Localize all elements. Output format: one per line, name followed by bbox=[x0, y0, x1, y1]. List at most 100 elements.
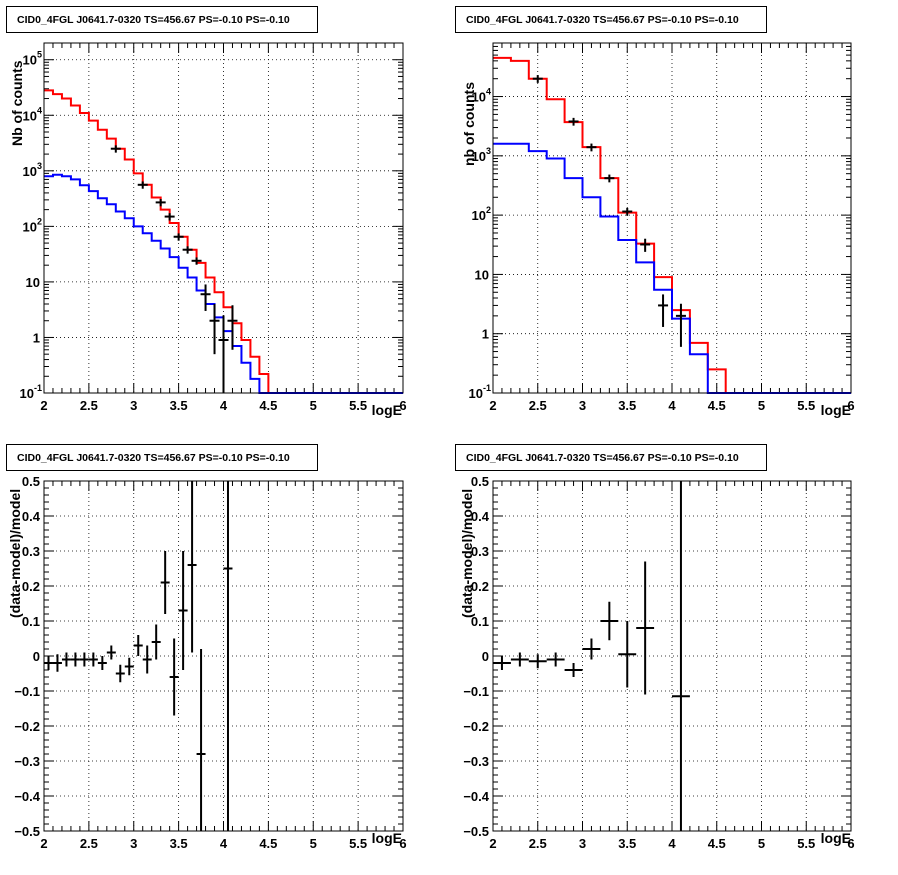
axis-ticks bbox=[43, 42, 404, 394]
y-tick-label: −0.1 bbox=[14, 684, 40, 699]
data-point bbox=[209, 304, 220, 355]
x-axis-title: logE bbox=[820, 830, 851, 846]
plot-frame bbox=[43, 480, 404, 832]
x-tick-label: 3 bbox=[579, 836, 586, 851]
data-point bbox=[223, 481, 233, 831]
data-point bbox=[675, 303, 686, 347]
y-axis-title: (data-model)/model bbox=[459, 488, 475, 618]
data-point bbox=[546, 652, 565, 667]
x-tick-label: 5.5 bbox=[349, 836, 367, 851]
data-point bbox=[70, 652, 80, 667]
y-tick-label: 0.3 bbox=[471, 544, 489, 559]
panel-bottom-right: 2 2.5 3 3.5 4 4.5 5 5.5 6 −0.5 −0.4 −0.3 −0.2 −0.1 0 0.… bbox=[449, 438, 898, 875]
y-tick-label: 0.5 bbox=[471, 474, 489, 489]
data-point bbox=[640, 238, 651, 252]
y-tick-label: −0.3 bbox=[14, 754, 40, 769]
x-tick-label: 4.5 bbox=[708, 398, 726, 413]
data-point bbox=[622, 207, 633, 216]
x-tick-label: 5.5 bbox=[349, 398, 367, 413]
plot-frame bbox=[492, 42, 852, 394]
data-point bbox=[618, 621, 637, 688]
data-point bbox=[191, 257, 202, 265]
x-tick-label: 5 bbox=[310, 398, 317, 413]
x-tick-label: 3.5 bbox=[170, 836, 188, 851]
y-tick-label: 10 bbox=[26, 275, 40, 290]
data-point bbox=[600, 601, 619, 641]
y-tick-label: 0.3 bbox=[22, 544, 40, 559]
x-tick-label: 2 bbox=[40, 836, 47, 851]
x-tick-label: 6 bbox=[399, 398, 406, 413]
data-point bbox=[115, 664, 125, 683]
x-tick-label: 5 bbox=[758, 398, 765, 413]
plot-title: CID0_4FGL J0641.7-0320 TS=456.67 PS=-0.1… bbox=[6, 444, 318, 471]
x-tick-label: 3.5 bbox=[618, 398, 636, 413]
data-point bbox=[493, 656, 511, 670]
data-point bbox=[133, 635, 143, 656]
plot-frame bbox=[492, 480, 852, 832]
x-tick-label: 4.5 bbox=[708, 836, 726, 851]
y-tick-label: 102 bbox=[23, 216, 42, 234]
x-tick-label: 3.5 bbox=[618, 836, 636, 851]
data-point bbox=[178, 551, 188, 670]
x-tick-label: 2 bbox=[40, 398, 47, 413]
x-tick-label: 4 bbox=[220, 398, 228, 413]
data-points bbox=[44, 481, 233, 831]
y-tick-label: 0.1 bbox=[22, 614, 40, 629]
y-tick-label: 0.4 bbox=[22, 509, 41, 524]
data-point bbox=[79, 652, 89, 667]
data-point bbox=[532, 75, 543, 83]
panel-bottom-left: 2 2.5 3 3.5 4 4.5 5 5.5 6 −0.5 −0.4 −0.3 −0.2 −0.1 0 0.… bbox=[0, 438, 449, 875]
data-point bbox=[658, 294, 669, 327]
x-tick-label: 4 bbox=[668, 836, 676, 851]
data-point bbox=[155, 199, 166, 207]
data-point bbox=[604, 174, 615, 183]
x-tick-label: 3.5 bbox=[170, 398, 188, 413]
plot-area-tl: 2 2.5 3 3.5 4 4.5 5 5.5 6 10-1 1 10 102 103 104 105 bbox=[20, 42, 407, 413]
data-point bbox=[164, 213, 175, 221]
y-tick-label: 1 bbox=[33, 330, 40, 345]
y-tick-label: 0 bbox=[33, 649, 40, 664]
x-tick-label: 3 bbox=[130, 836, 137, 851]
y-tick-label: 10-1 bbox=[20, 383, 42, 401]
data-point bbox=[586, 143, 597, 152]
x-tick-label: 2.5 bbox=[80, 836, 98, 851]
total_model-histogram bbox=[493, 56, 851, 394]
x-tick-label: 2 bbox=[489, 836, 496, 851]
x-tick-label: 6 bbox=[847, 398, 854, 413]
plot-area-tr: 2 2.5 3 3.5 4 4.5 5 5.5 6 10-1 1 10 102 103 104 bbox=[469, 42, 855, 413]
plot-frame bbox=[43, 42, 404, 394]
x-tick-label: 2.5 bbox=[80, 398, 98, 413]
x-tick-label: 4 bbox=[668, 398, 676, 413]
x-tick-label: 6 bbox=[847, 836, 854, 851]
x-axis-title: logE bbox=[371, 830, 402, 846]
x-tick-label: 5.5 bbox=[797, 836, 815, 851]
grid bbox=[44, 481, 403, 831]
y-axis-title: nb of counts bbox=[461, 82, 477, 166]
data-point bbox=[44, 656, 53, 670]
data-point bbox=[510, 652, 529, 667]
plot-title: CID0_4FGL J0641.7-0320 TS=456.67 PS=-0.1… bbox=[6, 6, 318, 33]
y-tick-label: −0.3 bbox=[463, 754, 489, 769]
data-point bbox=[182, 246, 193, 254]
data-point bbox=[137, 181, 148, 189]
data-point bbox=[227, 305, 238, 350]
x-tick-label: 4.5 bbox=[259, 836, 277, 851]
x-tick-label: 3 bbox=[130, 398, 137, 413]
data-point bbox=[173, 233, 184, 241]
x-axis-title: logE bbox=[371, 402, 402, 418]
x-tick-label: 6 bbox=[399, 836, 406, 851]
x-tick-label: 3 bbox=[579, 398, 586, 413]
grid bbox=[493, 481, 851, 831]
x-axis-title: logE bbox=[820, 402, 851, 418]
y-tick-label: 10 bbox=[475, 267, 489, 282]
y-tick-label: 105 bbox=[23, 50, 42, 68]
data-point bbox=[151, 624, 161, 660]
plot-area-bl: 2 2.5 3 3.5 4 4.5 5 5.5 6 −0.5 −0.4 −0.3 −0.2 −0.1 0 0.… bbox=[14, 474, 406, 851]
data-point bbox=[97, 656, 107, 670]
x-tick-label: 2 bbox=[489, 398, 496, 413]
plot-title: CID0_4FGL J0641.7-0320 TS=456.67 PS=-0.1… bbox=[455, 444, 767, 471]
panel-top-left: 2 2.5 3 3.5 4 4.5 5 5.5 6 10-1 1 10 102 103 104 105 CID… bbox=[0, 0, 449, 437]
data-point bbox=[52, 654, 62, 672]
data-points bbox=[532, 75, 686, 347]
y-tick-label: 102 bbox=[472, 205, 491, 223]
